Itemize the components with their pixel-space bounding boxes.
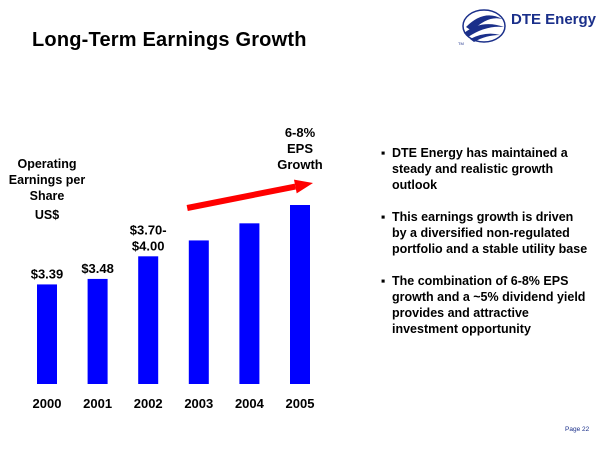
slide-title: Long-Term Earnings Growth <box>32 29 307 51</box>
bar <box>188 240 209 384</box>
bullet-icon: ▪ <box>381 146 386 160</box>
bullet-item: ▪ DTE Energy has maintained a steady and… <box>381 145 591 193</box>
y-axis-label-line: Earnings per <box>8 173 86 187</box>
x-tick-label: 2003 <box>184 396 213 411</box>
growth-annotation: 6-8% <box>285 125 316 140</box>
bullet-icon: ▪ <box>381 210 386 224</box>
x-tick-label: 2004 <box>235 396 265 411</box>
bar <box>87 278 108 384</box>
globe-icon <box>462 9 506 43</box>
growth-annotation: EPS <box>287 141 313 156</box>
bar <box>37 284 57 384</box>
data-label: $3.70- <box>130 222 167 237</box>
bullet-icon: ▪ <box>381 274 386 288</box>
growth-arrow-head <box>293 179 313 194</box>
data-label: $3.48 <box>81 261 114 276</box>
x-tick-label: 2001 <box>83 396 112 411</box>
bullet-item: ▪ This earnings growth is driven by a di… <box>381 209 591 257</box>
bullet-list: ▪ DTE Energy has maintained a steady and… <box>381 145 591 353</box>
growth-arrow-shaft <box>186 183 296 211</box>
data-label: $3.39 <box>31 266 64 281</box>
bar <box>290 205 310 384</box>
brand-name: DTE Energy <box>511 11 597 28</box>
bar <box>138 256 159 384</box>
data-label: $4.00 <box>132 238 165 253</box>
bullet-text: DTE Energy has maintained a steady and r… <box>392 146 568 192</box>
page-number: Page 22 <box>565 426 590 433</box>
x-tick-label: 2000 <box>33 396 62 411</box>
growth-annotation: Growth <box>277 157 323 172</box>
bullet-text: This earnings growth is driven by a dive… <box>392 210 588 256</box>
x-tick-label: 2002 <box>134 396 163 411</box>
y-axis-unit: US$ <box>34 208 60 222</box>
brand-logo: DTE Energy TM <box>458 5 598 50</box>
y-axis-label-line: Share <box>29 189 65 203</box>
bullet-text: The combination of 6-8% EPS growth and a… <box>392 274 586 336</box>
bullet-item: ▪ The combination of 6-8% EPS growth and… <box>381 273 591 337</box>
y-axis-label-line: Operating <box>17 157 77 171</box>
bar <box>239 223 260 384</box>
x-tick-label: 2005 <box>286 396 315 411</box>
y-axis-label: Operating Earnings per Share <box>8 156 86 204</box>
brand-trademark: TM <box>458 41 464 46</box>
